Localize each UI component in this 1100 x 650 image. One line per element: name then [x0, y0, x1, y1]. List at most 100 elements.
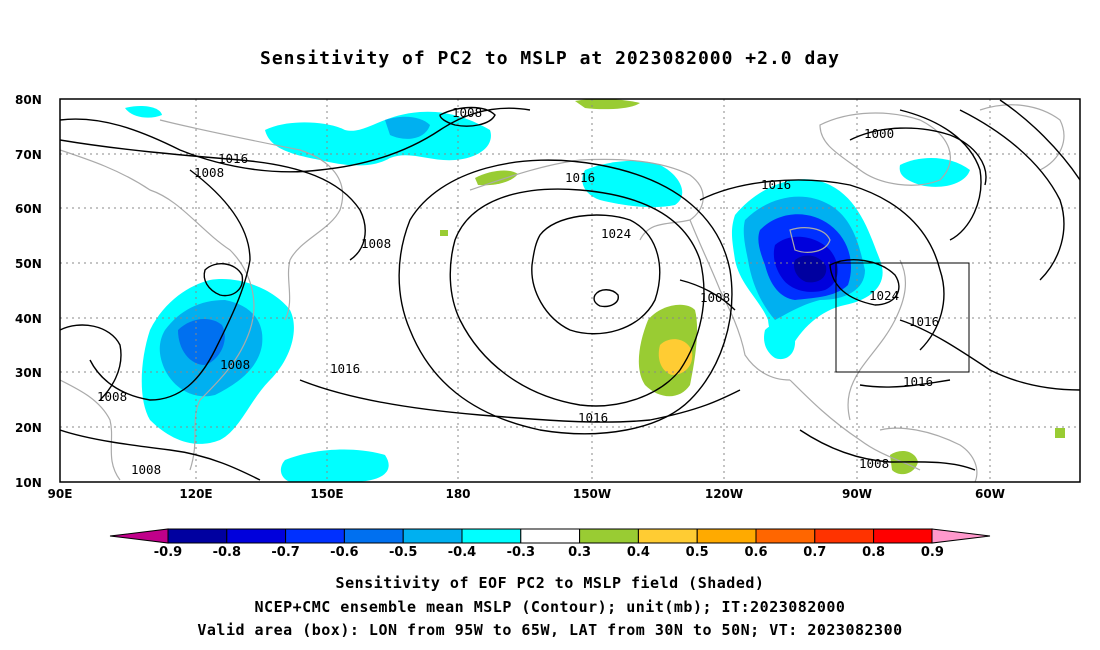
- contour-1008-eastpac: [679, 279, 736, 311]
- colorbar-label: 0.8: [862, 545, 885, 560]
- contour-1008-asia-south: [60, 324, 122, 401]
- map-frame: [59, 98, 1081, 483]
- shade-region-north-america-core: [794, 255, 827, 283]
- contour-label: 1008: [220, 357, 250, 372]
- lon-label: 60W: [975, 487, 1005, 501]
- lat-label: 60N: [15, 202, 42, 216]
- lon-label: 90E: [48, 487, 73, 501]
- colorbar-label: 0.5: [686, 545, 709, 560]
- colorbar-label: 0.6: [744, 545, 767, 560]
- colorbar-box: [402, 528, 463, 544]
- coastline-caribbean: [879, 427, 978, 482]
- shade-region-atlantic-green: [1055, 428, 1065, 438]
- coastline-asia-east: [60, 149, 255, 471]
- colorbar-box: [226, 528, 287, 544]
- shade-region-north-america-south-cyan: [764, 324, 796, 360]
- contour-labels: 1008 1016 1008 1008 1016 1024 1016 1000 …: [97, 105, 939, 477]
- coastline-hudson: [789, 227, 831, 253]
- contour-label: 1008: [452, 105, 482, 120]
- colorbar-box: [637, 528, 698, 544]
- mslp-contours: [60, 99, 1080, 481]
- coastline-north-america-west: [689, 219, 791, 381]
- colorbar-label: 0.7: [803, 545, 826, 560]
- shade-region-arctic-cyan-east: [899, 158, 970, 187]
- coastline-alaska: [469, 158, 704, 241]
- colorbar-box: [520, 528, 581, 544]
- lat-label: 10N: [15, 476, 42, 490]
- lat-label: 40N: [15, 312, 42, 326]
- colorbar-label: 0.9: [921, 545, 944, 560]
- lon-label: 150W: [573, 487, 611, 501]
- contour-1024-pacific-high: [531, 214, 661, 335]
- lon-label: 90W: [842, 487, 872, 501]
- lon-label: 180: [445, 487, 470, 501]
- colorbar-low-extend: [109, 528, 169, 544]
- colorbar-label: -0.8: [213, 545, 241, 560]
- colorbar-label: -0.3: [507, 545, 535, 560]
- contour-1016-atlantic: [899, 319, 1080, 391]
- contour-1008-kamchatka: [439, 106, 496, 127]
- contour-1008-asia: [89, 169, 251, 401]
- shade-region-arctic-green: [575, 99, 640, 110]
- colorbar-box: [579, 528, 639, 544]
- contour-1008-arctic-east: [899, 109, 982, 241]
- contour-1008-loop-west: [203, 263, 244, 297]
- shade-region-north-pacific-cyan: [265, 111, 491, 166]
- contour-1016-south-pacific: [299, 379, 741, 423]
- caption-line-2: NCEP+CMC ensemble mean MSLP (Contour); u…: [254, 598, 846, 616]
- caption-line-3: Valid area (box): LON from 95W to 65W, L…: [197, 621, 903, 639]
- shade-region-alaska-cyan: [582, 160, 683, 208]
- sensitivity-shading: [125, 99, 1065, 482]
- colorbar-high-extend: [931, 528, 991, 544]
- colorbar-labels: -0.9 -0.8 -0.7 -0.6 -0.5 -0.4 -0.3 0.3 0.4 0.5 0.6…: [154, 545, 944, 560]
- contour-1008-siberia: [60, 107, 531, 173]
- colorbar-box: [461, 528, 522, 544]
- contour-1024-pacific-inner: [593, 289, 619, 308]
- contour-label: 1016: [761, 177, 791, 192]
- contour-label: 1016: [565, 170, 595, 185]
- contour-1024-north-america: [829, 259, 900, 306]
- contour-1008-caribbean: [799, 429, 976, 471]
- coastline-siberia: [159, 119, 344, 321]
- latitude-labels: 80N 70N 60N 50N 40N 30N 20N 10N: [15, 93, 42, 490]
- contour-label: 1008: [859, 456, 889, 471]
- contour-label: 1008: [97, 389, 127, 404]
- longitude-labels: 90E 120E 150E 180 150W 120W 90W 60W: [48, 487, 1005, 501]
- contour-label: 1008: [361, 236, 391, 251]
- contour-1016-siberia: [60, 139, 366, 261]
- shade-region-arctic-cyan-small: [125, 106, 162, 118]
- coastline-greenland: [819, 112, 951, 186]
- lat-label: 50N: [15, 257, 42, 271]
- contour-1016-north-america: [699, 179, 945, 351]
- colorbar-label: 0.4: [627, 545, 650, 560]
- valid-area-box: [835, 262, 970, 373]
- contour-1016-pacific: [449, 188, 705, 407]
- colorbar-box: [814, 528, 875, 544]
- shade-region-bering-green: [475, 170, 518, 186]
- lat-label: 30N: [15, 366, 42, 380]
- lon-label: 120W: [705, 487, 743, 501]
- colorbar-label: -0.9: [154, 545, 182, 560]
- contour-label: 1008: [131, 462, 161, 477]
- colorbar-boxes: [167, 528, 933, 544]
- contour-1000-arctic: [849, 127, 987, 186]
- colorbar-box: [755, 528, 816, 544]
- contour-label: 1008: [700, 290, 730, 305]
- caption-line-1: Sensitivity of EOF PC2 to MSLP field (Sh…: [335, 574, 765, 592]
- contour-label: 1008: [194, 165, 224, 180]
- colorbar-label: -0.4: [448, 545, 476, 560]
- contour-label: 1016: [218, 151, 248, 166]
- colorbar-label: -0.5: [389, 545, 417, 560]
- colorbar-box: [167, 528, 228, 544]
- contour-label: 1016: [330, 361, 360, 376]
- page-title: Sensitivity of PC2 to MSLP at 2023082000…: [259, 48, 840, 69]
- colorbar-label: -0.6: [330, 545, 358, 560]
- coastline-europe-north: [979, 104, 1065, 171]
- colorbar-box: [343, 528, 404, 544]
- shade-region-north-pacific-blue: [385, 116, 430, 139]
- contour-label: 1016: [903, 374, 933, 389]
- coastline-north-america-east: [847, 259, 906, 421]
- colorbar-box: [873, 528, 933, 544]
- colorbar: -0.9 -0.8 -0.7 -0.6 -0.5 -0.4 -0.3 0.3 0.4 0.5 0.6…: [109, 528, 991, 560]
